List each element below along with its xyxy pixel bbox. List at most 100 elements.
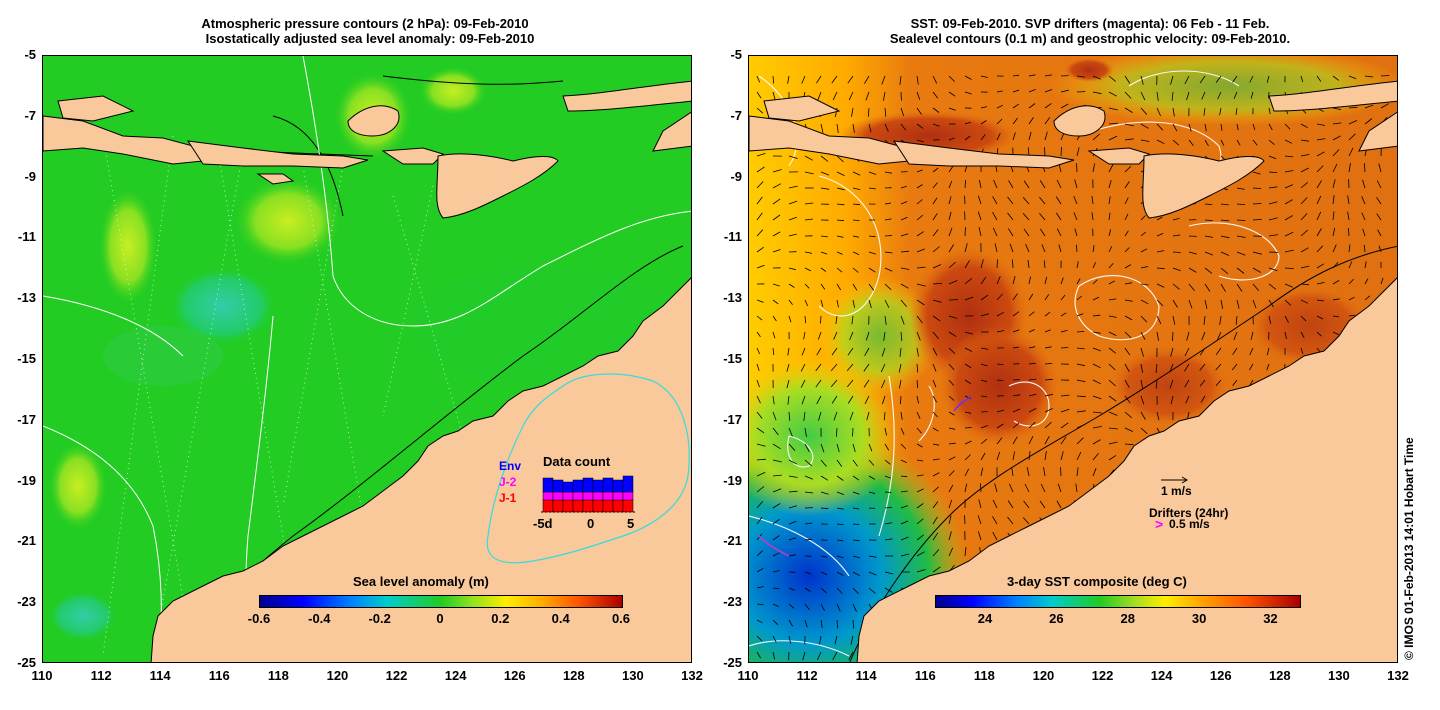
velocity-arrow xyxy=(852,539,860,542)
velocity-arrow xyxy=(1092,314,1101,317)
velocity-arrow xyxy=(1220,123,1223,131)
velocity-arrow xyxy=(800,363,806,372)
velocity-arrow xyxy=(1124,213,1129,221)
velocity-arrow xyxy=(948,515,952,525)
velocity-arrow xyxy=(884,459,891,465)
velocity-arrow xyxy=(804,427,807,437)
velocity-arrow xyxy=(1170,347,1174,357)
histogram-bar xyxy=(592,479,604,493)
velocity-arrow xyxy=(964,468,970,477)
velocity-arrow xyxy=(1076,410,1086,413)
velocity-arrow xyxy=(1044,363,1053,365)
velocity-arrow xyxy=(884,522,893,525)
velocity-arrow xyxy=(900,91,902,101)
velocity-arrow xyxy=(1156,107,1161,117)
velocity-arrow xyxy=(1012,394,1021,397)
velocity-arrow xyxy=(1332,163,1338,173)
velocity-arrow xyxy=(756,619,763,624)
velocity-arrow xyxy=(1043,467,1046,477)
velocity-arrow xyxy=(1232,379,1238,386)
velocity-arrow xyxy=(932,472,940,477)
velocity-arrow xyxy=(1108,395,1117,402)
velocity-arrow xyxy=(1012,346,1020,349)
velocity-arrow xyxy=(1007,516,1014,525)
velocity-arrow xyxy=(1108,298,1117,301)
velocity-arrow xyxy=(868,251,876,255)
inset-xlabel-left: -5d xyxy=(533,516,553,531)
velocity-arrow xyxy=(1092,363,1101,369)
velocity-arrow xyxy=(1172,234,1181,237)
velocity-arrow xyxy=(992,212,998,221)
inset-histogram xyxy=(541,475,635,513)
velocity-arrow xyxy=(932,123,940,127)
velocity-arrow xyxy=(900,299,908,308)
velocity-arrow xyxy=(1187,411,1190,420)
velocity-arrow xyxy=(863,379,870,388)
velocity-arrow xyxy=(852,555,861,559)
velocity-arrow xyxy=(836,587,843,594)
velocity-arrow xyxy=(1012,89,1020,93)
velocity-arrow xyxy=(849,411,854,421)
velocity-arrow xyxy=(1124,363,1130,372)
velocity-arrow xyxy=(1376,213,1382,221)
velocity-arrow xyxy=(756,411,763,419)
right-y-tick-label: -13 xyxy=(723,290,742,306)
velocity-arrow xyxy=(788,267,796,271)
right-x-tick-label: 130 xyxy=(1328,668,1350,683)
velocity-arrow xyxy=(916,248,925,253)
velocity-arrow xyxy=(932,532,939,541)
velocity-arrow xyxy=(1204,139,1209,147)
velocity-arrow xyxy=(1316,151,1325,157)
velocity-arrow xyxy=(1108,363,1116,371)
velocity-arrow xyxy=(817,91,822,101)
velocity-arrow xyxy=(1073,195,1078,205)
velocity-arrow xyxy=(964,243,968,253)
velocity-arrow xyxy=(1108,379,1116,387)
velocity-arrow xyxy=(864,347,870,356)
velocity-arrow xyxy=(1124,230,1129,237)
velocity-arrow xyxy=(1140,231,1147,237)
velocity-arrow xyxy=(1348,227,1350,237)
velocity-arrow xyxy=(804,571,812,575)
velocity-arrow xyxy=(1028,329,1035,333)
velocity-arrow xyxy=(948,315,958,319)
velocity-arrow xyxy=(756,443,766,447)
velocity-arrow xyxy=(1231,363,1238,371)
velocity-arrow xyxy=(883,331,886,341)
velocity-arrow xyxy=(1215,75,1222,83)
velocity-arrow xyxy=(1076,295,1083,301)
velocity-arrow xyxy=(1140,315,1148,323)
velocity-arrow xyxy=(836,571,844,576)
velocity-arrow xyxy=(820,315,822,324)
inset-legend-env: Env xyxy=(499,459,522,473)
velocity-arrow xyxy=(1108,75,1116,82)
velocity-arrow xyxy=(1236,299,1240,309)
velocity-arrow xyxy=(994,483,998,493)
velocity-arrow xyxy=(1236,123,1239,131)
velocity-arrow xyxy=(1252,299,1257,309)
velocity-arrow xyxy=(932,347,938,356)
velocity-arrow xyxy=(1140,123,1149,129)
velocity-arrow xyxy=(948,280,958,285)
velocity-arrow xyxy=(836,251,843,255)
velocity-arrow xyxy=(948,484,954,493)
velocity-arrow xyxy=(868,267,876,273)
velocity-arrow xyxy=(1044,346,1052,349)
right-y-tick-label: -7 xyxy=(730,107,742,123)
velocity-arrow xyxy=(1076,313,1084,317)
velocity-arrow xyxy=(836,123,839,133)
velocity-arrow xyxy=(1217,91,1222,100)
velocity-arrow xyxy=(1364,75,1374,78)
velocity-arrow xyxy=(804,619,808,628)
left-y-tick-label: -7 xyxy=(24,107,36,123)
velocity-arrow xyxy=(1124,299,1133,302)
velocity-arrow xyxy=(1284,331,1287,340)
velocity-arrow xyxy=(977,211,982,221)
velocity-arrow xyxy=(1140,411,1146,420)
left-y-tick-label: -13 xyxy=(17,290,36,306)
velocity-arrow xyxy=(932,363,937,372)
velocity-arrow xyxy=(899,347,902,357)
velocity-arrow xyxy=(836,203,845,206)
velocity-arrow xyxy=(1012,311,1020,317)
velocity-arrow xyxy=(1124,181,1130,189)
